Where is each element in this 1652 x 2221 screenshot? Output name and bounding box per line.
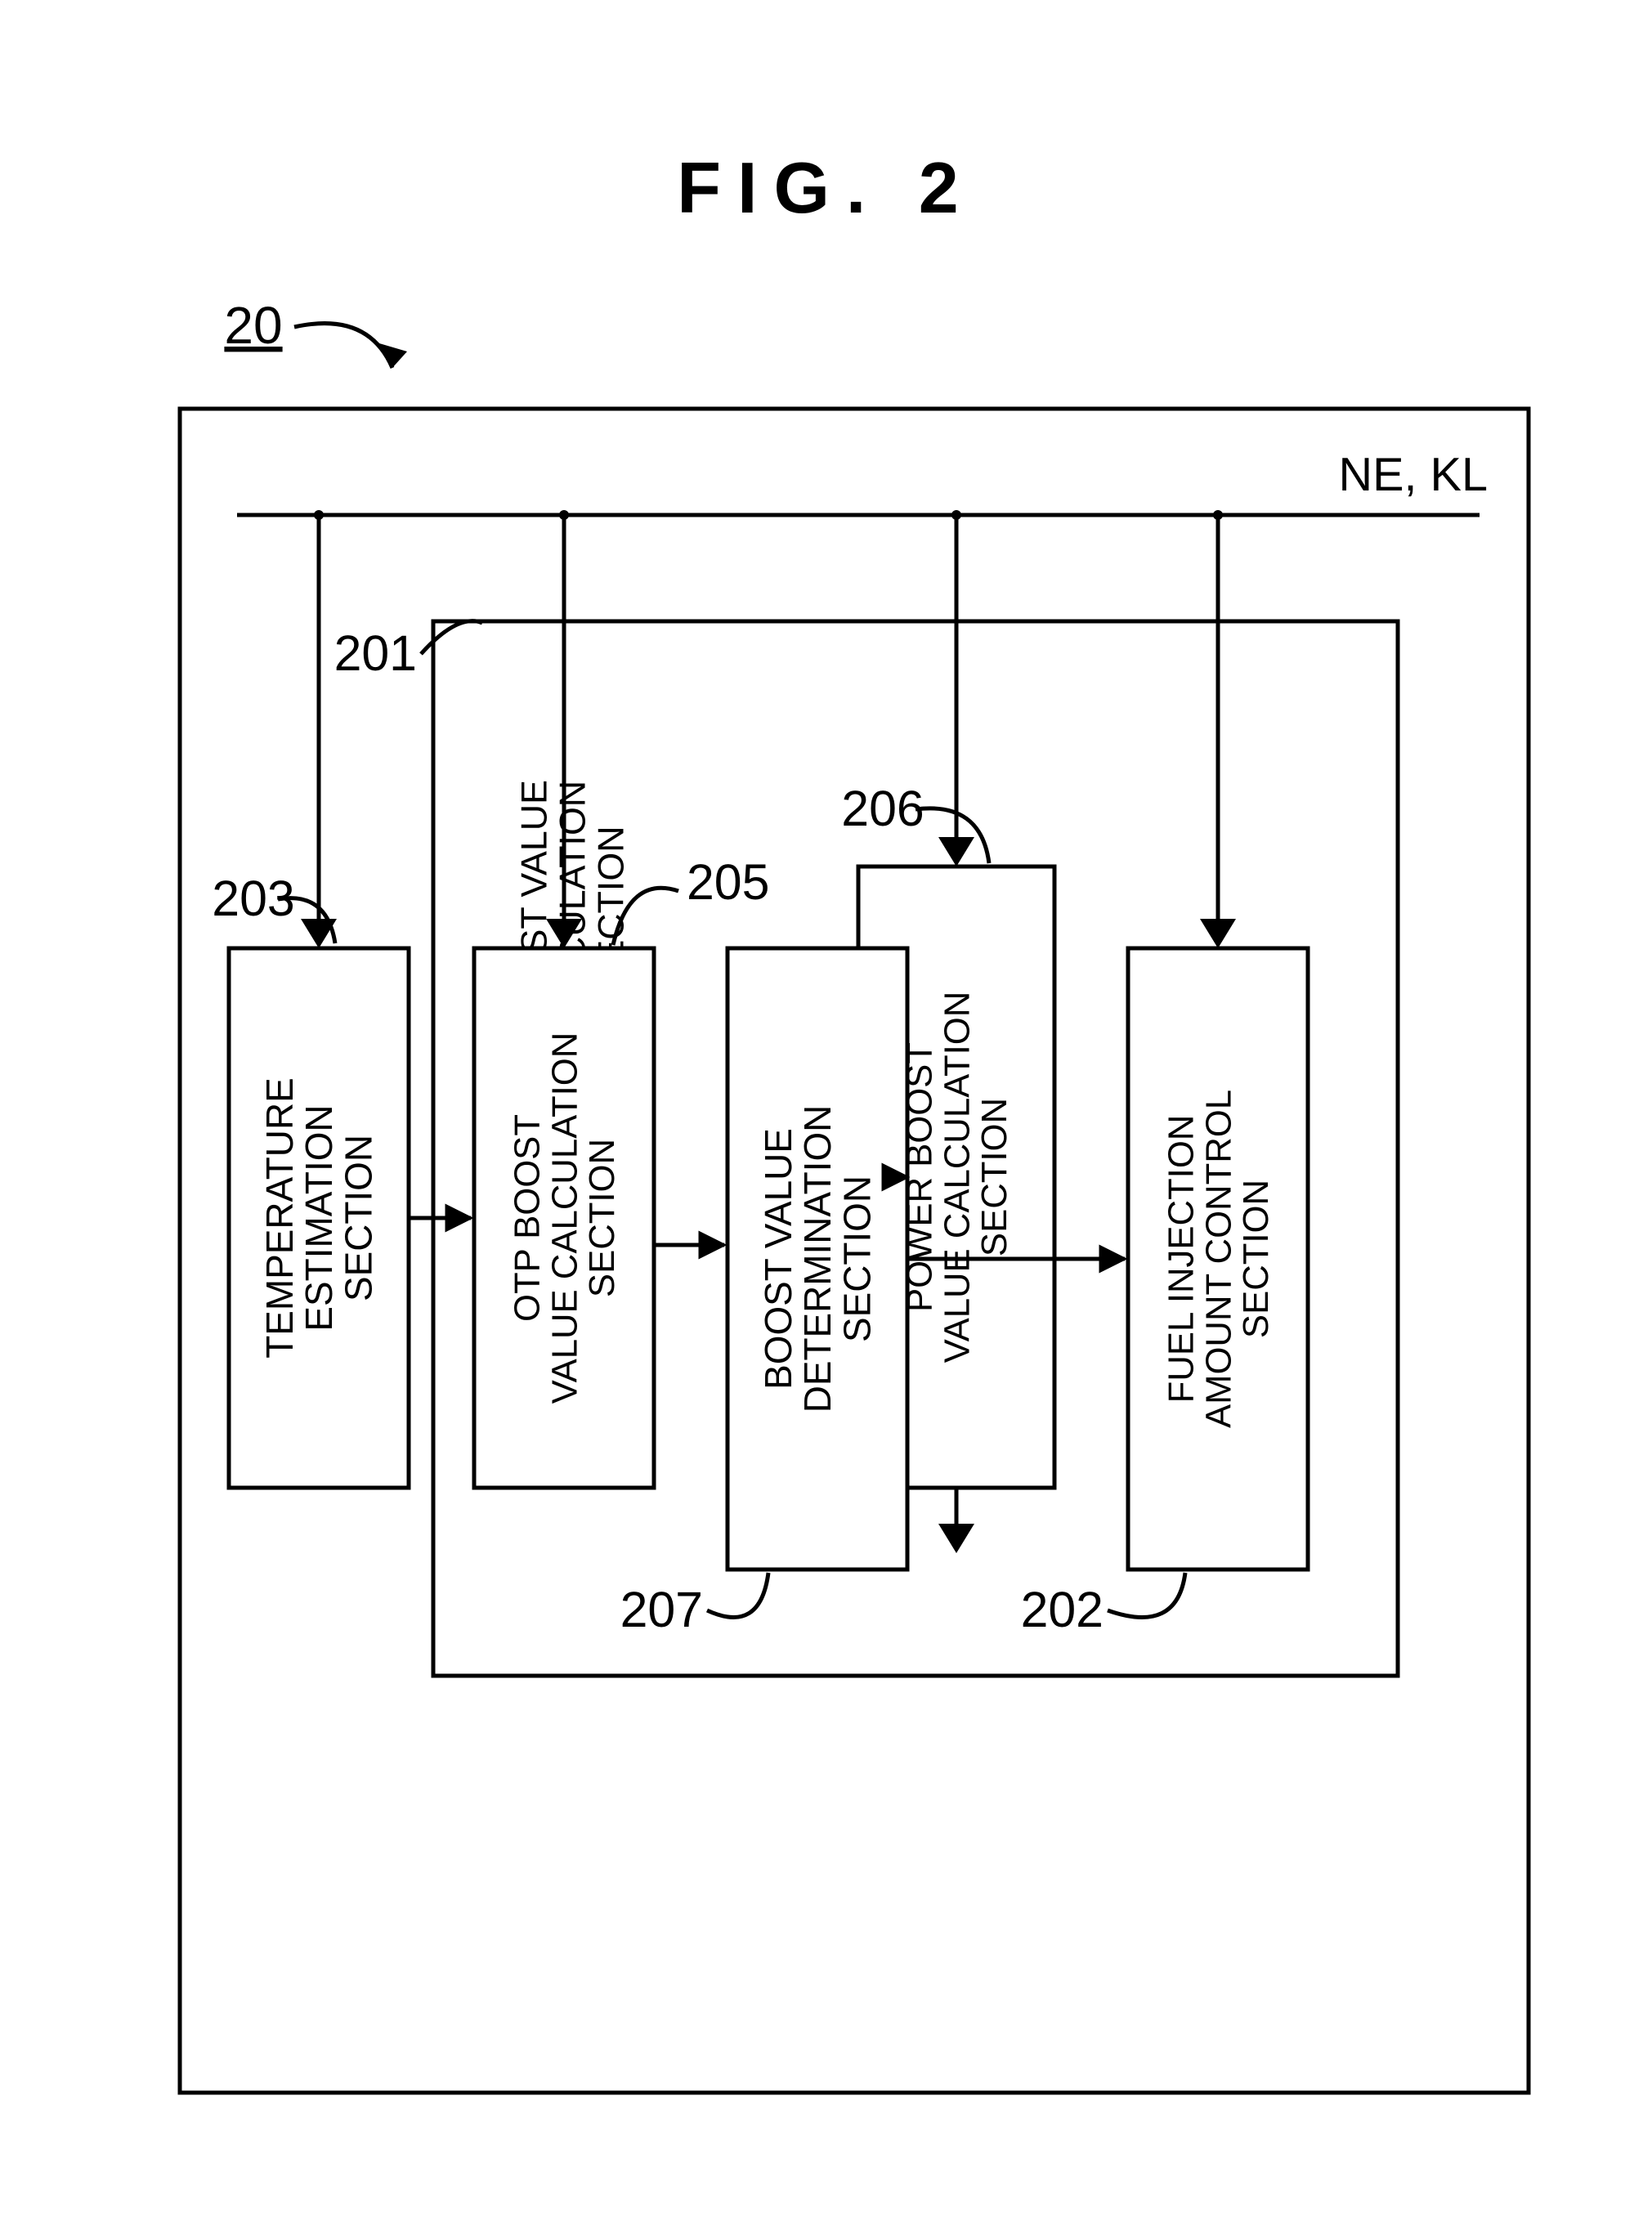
- outer-ref-leader-head: [379, 343, 407, 368]
- svg-text:AMOUNT CONTROL: AMOUNT CONTROL: [1198, 1090, 1238, 1428]
- svg-text:ESTIMATION: ESTIMATION: [298, 1104, 340, 1331]
- svg-text:FUEL INJECTION: FUEL INJECTION: [1161, 1115, 1201, 1404]
- svg-text:SECTION: SECTION: [974, 1098, 1014, 1256]
- svg-text:VALUE CALCULATION: VALUE CALCULATION: [544, 1032, 584, 1404]
- ref-207: 207: [620, 1582, 703, 1637]
- svg-text:SECTION: SECTION: [582, 1139, 622, 1297]
- svg-text:VALUE CALCULATION: VALUE CALCULATION: [937, 992, 977, 1363]
- svg-text:TEMPERATURE: TEMPERATURE: [258, 1077, 301, 1358]
- ref-202: 202: [1021, 1582, 1104, 1637]
- figure-title: FIG. 2: [677, 147, 975, 228]
- ref-201: 201: [334, 625, 417, 681]
- svg-text:SECTION: SECTION: [835, 1175, 878, 1342]
- ref-206: 206: [841, 781, 924, 836]
- svg-text:SECTION: SECTION: [337, 1135, 379, 1301]
- input-label: NE, KL: [1339, 449, 1488, 501]
- bus-junction-0: [314, 510, 324, 520]
- bus-junction-2: [951, 510, 961, 520]
- outer-ref: 20: [224, 296, 282, 355]
- bus-junction-1: [559, 510, 569, 520]
- svg-text:SECTION: SECTION: [1236, 1180, 1276, 1338]
- svg-text:DETERMINATION: DETERMINATION: [796, 1105, 839, 1413]
- svg-text:OTP BOOST: OTP BOOST: [507, 1114, 547, 1322]
- svg-text:BOOST VALUE: BOOST VALUE: [757, 1128, 799, 1390]
- outer-ref-leader: [294, 324, 392, 368]
- ref-205: 205: [687, 854, 769, 910]
- figure-diagram: FIG. 220NE, KLBOOST VALUECALCULATIONSECT…: [0, 0, 1652, 2221]
- bus-junction-3: [1213, 510, 1223, 520]
